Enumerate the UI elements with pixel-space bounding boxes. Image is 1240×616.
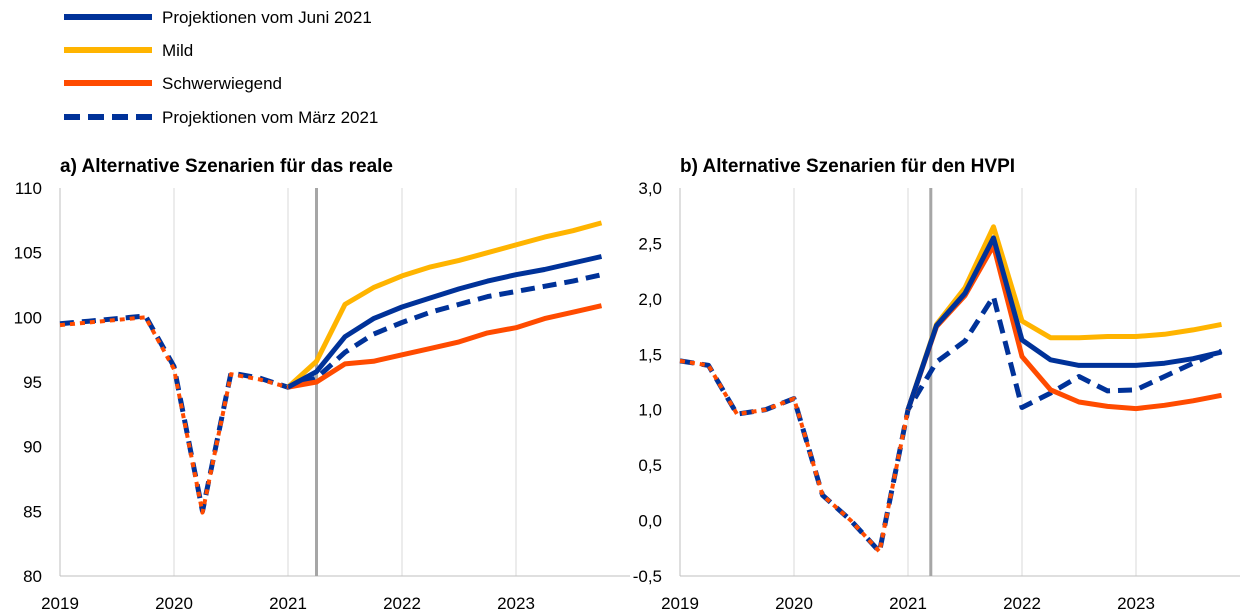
- series-line: [679, 358, 910, 554]
- y-tick-label: 80: [23, 567, 42, 586]
- y-tick-label: 105: [14, 244, 42, 263]
- y-tick-label: -0,5: [633, 567, 662, 586]
- series-line: [905, 224, 1222, 411]
- x-tick-label: 2020: [775, 594, 813, 613]
- chart-panel-b: b) Alternative Szenarien für den HVPI -0,…: [633, 156, 1240, 613]
- chart-title: a) Alternative Szenarien für das reale: [60, 156, 393, 177]
- y-tick-label: 0,5: [638, 456, 662, 475]
- chart-panel-a: a) Alternative Szenarien für das reale 80…: [14, 156, 630, 613]
- y-tick-label: 1,5: [638, 345, 662, 364]
- legend-label: Projektionen vom März 2021: [162, 108, 378, 127]
- series-line: [286, 220, 603, 390]
- y-tick-label: 3,0: [638, 179, 662, 198]
- x-tick-label: 2023: [497, 594, 535, 613]
- x-tick-label: 2022: [1003, 594, 1041, 613]
- y-tick-label: 110: [15, 179, 42, 198]
- x-tick-label: 2021: [269, 594, 307, 613]
- x-tick-label: 2021: [889, 594, 927, 613]
- series-line: [905, 235, 1223, 411]
- x-tick-label: 2019: [661, 594, 699, 613]
- legend: Projektionen vom Juni 2021 Mild Schwerwieg…: [64, 8, 378, 127]
- y-tick-label: 2,5: [638, 234, 662, 253]
- x-tick-label: 2022: [383, 594, 421, 613]
- x-tick-label: 2023: [1117, 594, 1155, 613]
- y-tick-label: 0,0: [638, 512, 662, 531]
- y-tick-label: 1,0: [638, 401, 662, 420]
- series-line: [59, 315, 289, 515]
- series-line: [59, 272, 603, 514]
- legend-label: Projektionen vom Juni 2021: [162, 8, 372, 27]
- x-tick-label: 2019: [41, 594, 79, 613]
- series-line: [286, 254, 603, 390]
- y-tick-label: 2,0: [638, 290, 662, 309]
- x-tick-label: 2020: [155, 594, 193, 613]
- legend-label: Schwerwiegend: [162, 74, 282, 93]
- legend-label: Mild: [162, 41, 193, 60]
- y-tick-label: 100: [14, 308, 42, 327]
- y-tick-label: 90: [23, 438, 42, 457]
- series-line: [287, 303, 603, 390]
- series-line: [679, 294, 1223, 555]
- chart-title: b) Alternative Szenarien für den HVPI: [680, 156, 1015, 177]
- y-tick-label: 95: [23, 373, 42, 392]
- y-tick-label: 85: [23, 502, 42, 521]
